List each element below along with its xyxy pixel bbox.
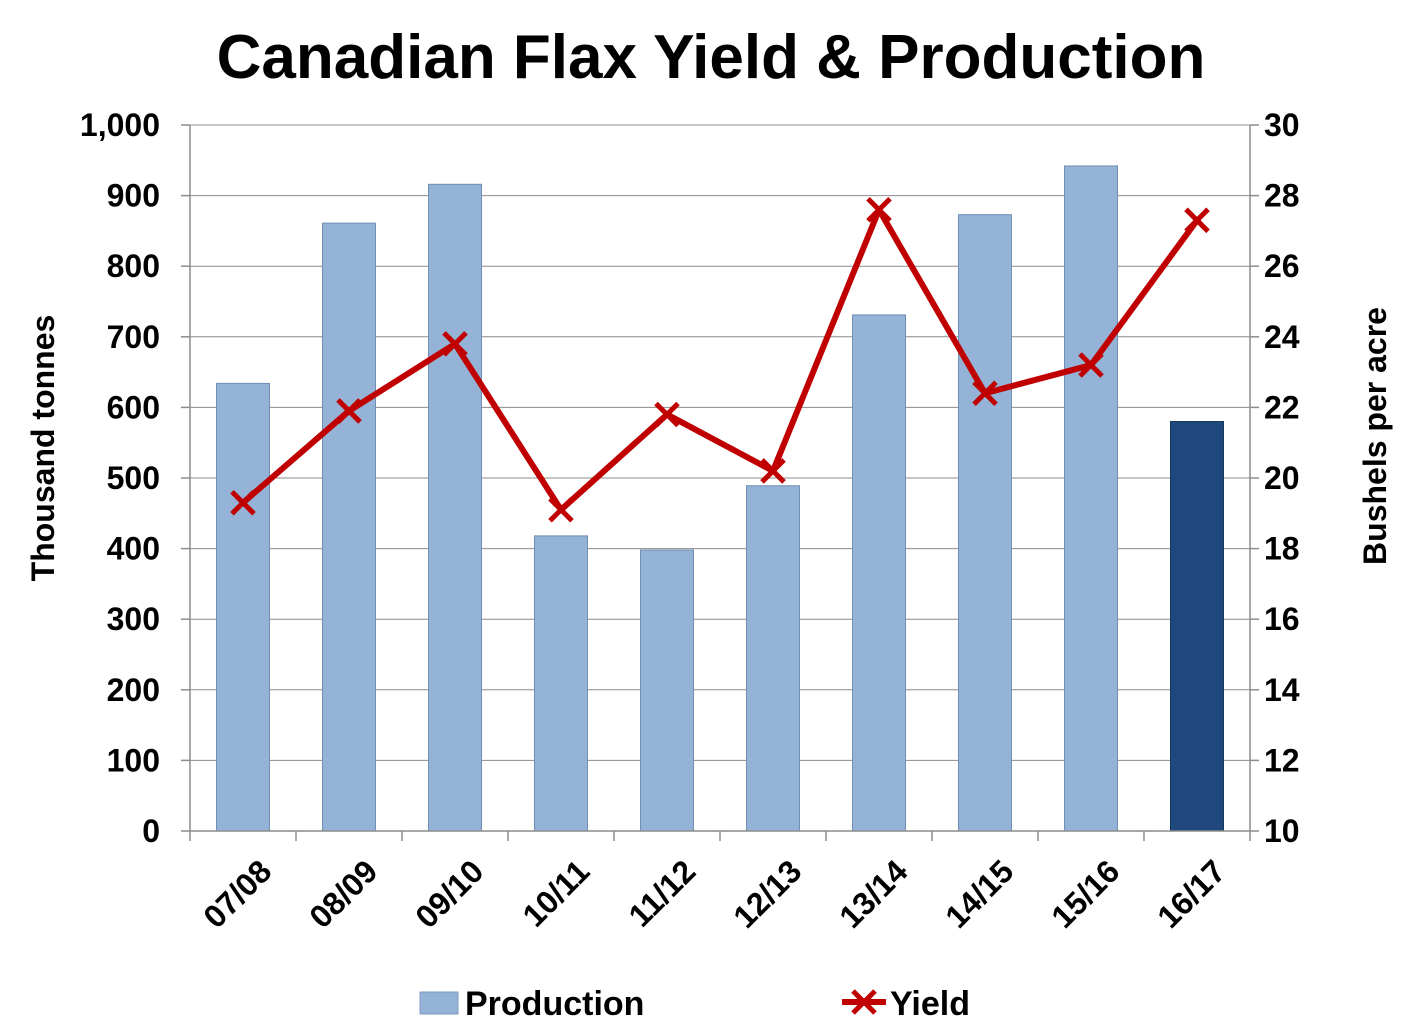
y-right-tick-label: 30 [1264, 107, 1300, 143]
bar-production-14-15 [958, 214, 1012, 832]
y-left-axis-label: Thousand tonnes [25, 315, 61, 582]
bar-production-13-14 [852, 314, 906, 832]
legend-swatch-yield-marker [851, 989, 877, 1015]
legend: Production Yield [419, 985, 970, 1023]
y-right-tick-label: 14 [1264, 672, 1300, 708]
y-right-tick-label: 18 [1264, 531, 1300, 567]
y-right-tick-label: 10 [1264, 813, 1300, 849]
y-left-tick-label: 800 [107, 248, 160, 284]
yield-marker-10-11 [548, 497, 574, 523]
yield-marker-11-12 [654, 401, 680, 428]
y-left-tick-label: 300 [107, 601, 160, 637]
bar-production-12-13 [746, 485, 800, 832]
bar-production-07-08 [216, 382, 270, 832]
bar-production-16-17 [1170, 421, 1224, 832]
x-tick-label: 10/11 [516, 853, 597, 934]
y-right-tick-label: 22 [1264, 389, 1300, 425]
y-left-tick-label: 400 [107, 531, 160, 567]
x-tick-label: 15/16 [1044, 853, 1126, 935]
yield-marker-09-10 [442, 331, 468, 357]
bar-production-11-12 [640, 549, 694, 832]
x-tick-label: 08/09 [302, 853, 384, 935]
yield-marker-16-17 [1184, 207, 1210, 234]
bar-production-10-11 [534, 535, 588, 832]
bar-production-15-16 [1064, 165, 1118, 832]
y-left-tick-label: 100 [107, 742, 160, 778]
legend-label-production: Production [465, 985, 644, 1023]
y-right-tick-label: 16 [1264, 601, 1300, 637]
bar-production-08-09 [322, 222, 376, 832]
y-right-tick-label: 12 [1264, 742, 1300, 778]
y-left-tick-label: 0 [142, 813, 160, 849]
legend-swatch-production [419, 991, 459, 1015]
y-right-tick-label: 26 [1264, 248, 1300, 284]
chart-title: Canadian Flax Yield & Production [217, 23, 1206, 92]
y-right-tick-label: 28 [1264, 178, 1300, 214]
yield-marker-08-09 [336, 398, 362, 424]
y-right-axis-label: Bushels per acre [1357, 307, 1393, 565]
x-tick-label: 14/15 [938, 853, 1020, 935]
y-left-tick-label: 900 [107, 178, 160, 214]
x-tick-label: 07/08 [196, 853, 278, 935]
y-left-tick-label: 1,000 [80, 107, 160, 143]
yield-line-path [241, 206, 1200, 513]
bar-production-09-10 [428, 183, 482, 832]
yield-marker-07-08 [230, 489, 256, 516]
x-tick-label: 12/13 [726, 853, 808, 935]
x-tick-label: 11/12 [622, 853, 703, 934]
y-right-tick-label: 24 [1264, 319, 1300, 355]
y-left-tick-label: 700 [107, 319, 160, 355]
x-tick-label: 13/14 [832, 853, 914, 935]
y-left-tick-label: 600 [107, 389, 160, 425]
yield-line [230, 196, 1210, 523]
yield-marker-14-15 [972, 380, 998, 407]
x-tick-label: 09/10 [408, 853, 490, 935]
yield-marker-12-13 [760, 458, 786, 484]
y-right-tick-label: 20 [1264, 460, 1300, 496]
y-left-tick-label: 500 [107, 460, 160, 496]
y-left-tick-label: 200 [107, 672, 160, 708]
legend-label-yield: Yield [890, 985, 970, 1023]
x-tick-label: 16/17 [1150, 853, 1232, 935]
yield-marker-15-16 [1078, 352, 1104, 378]
axes [181, 124, 1259, 841]
yield-marker-13-14 [866, 196, 892, 223]
